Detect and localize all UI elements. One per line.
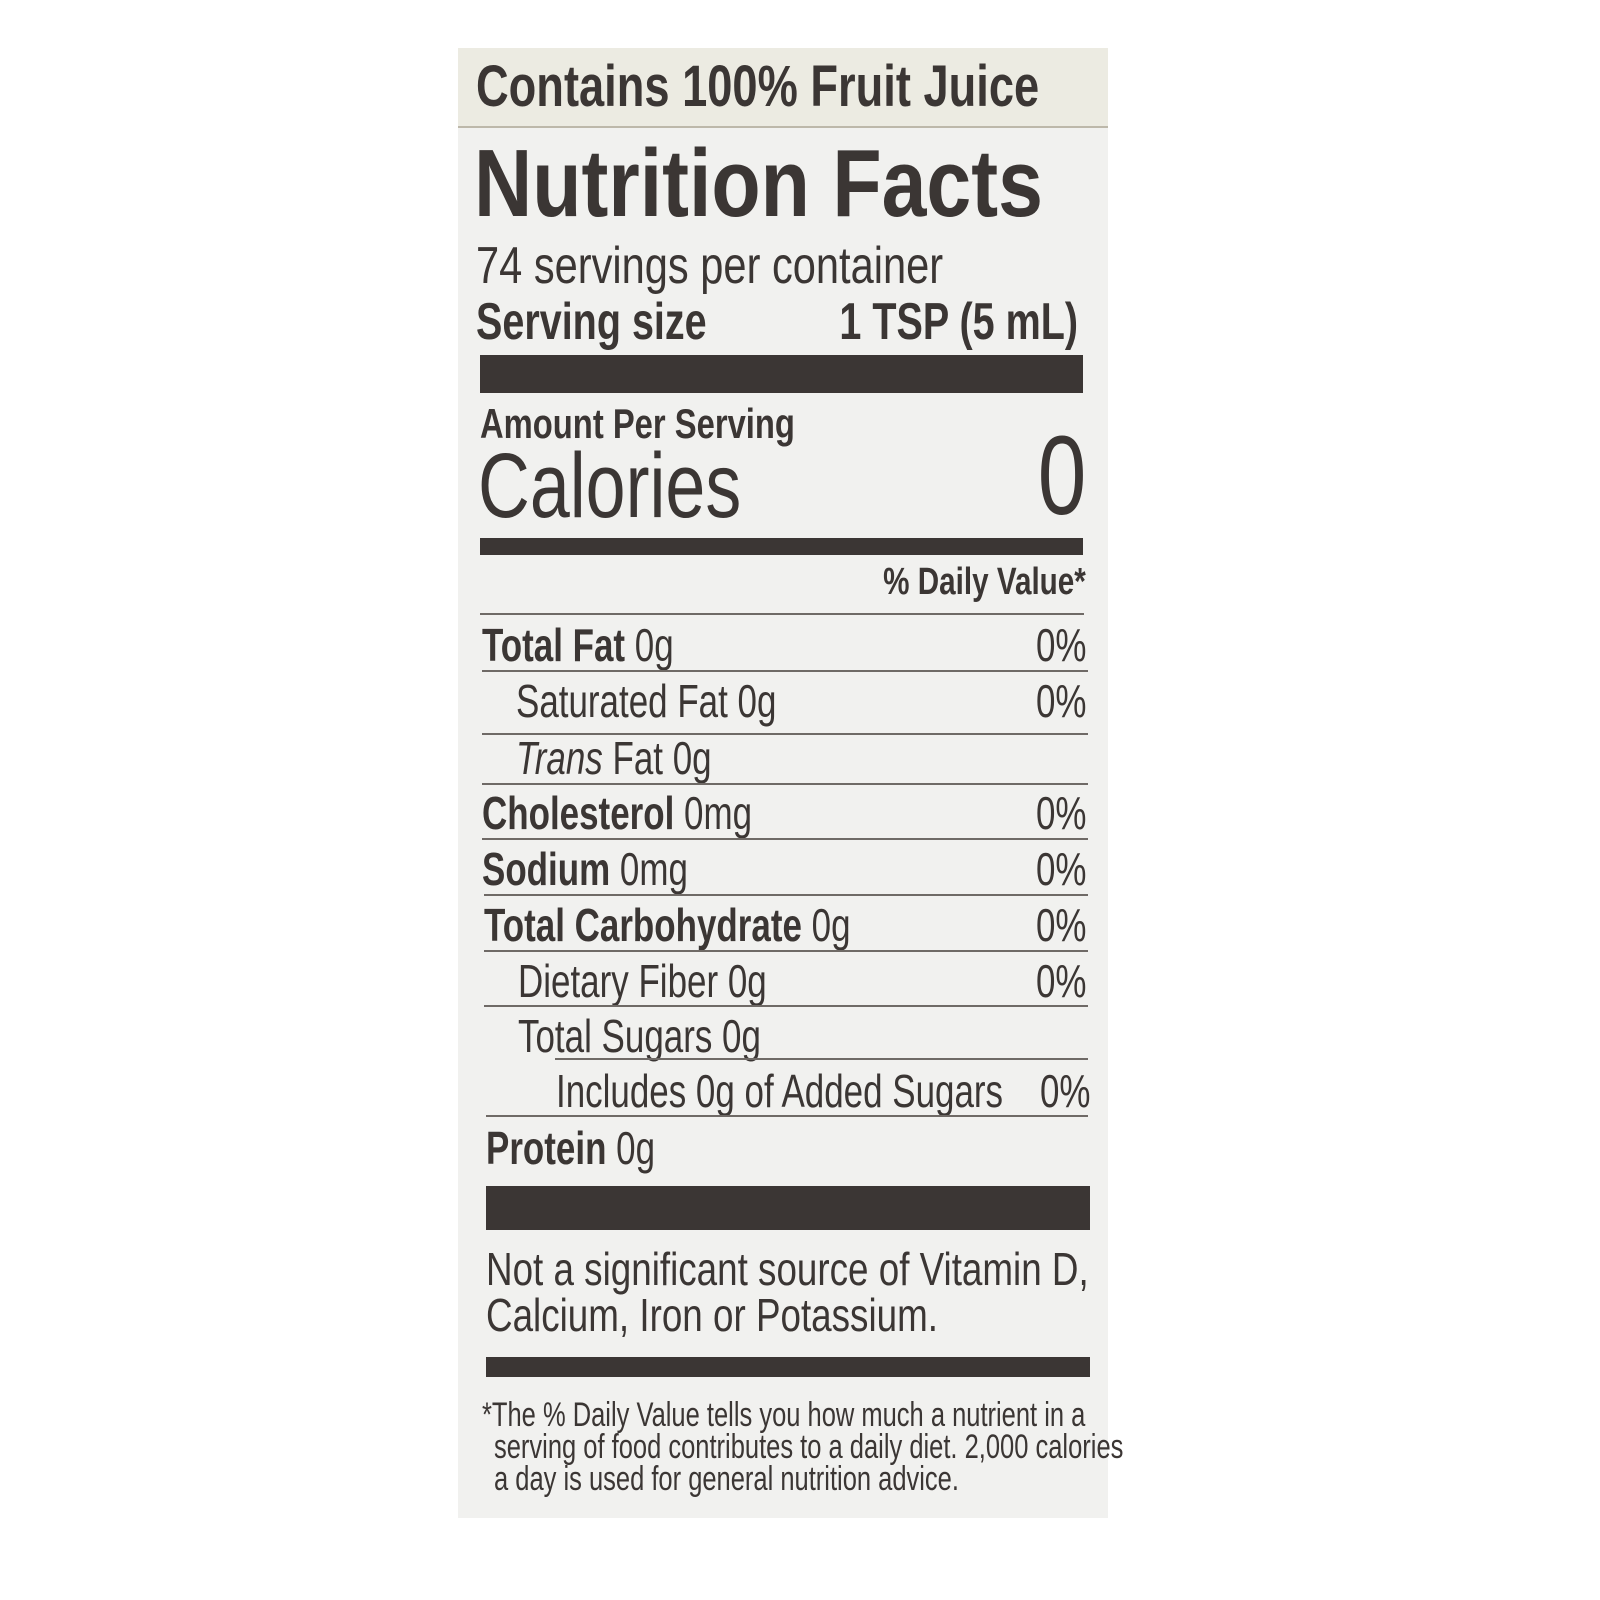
nutrient-amount: 0mg [619, 843, 688, 895]
divider [480, 613, 1084, 615]
nutrient-amount: 0g [811, 899, 851, 951]
nutrient-row: Protein 0g [486, 1125, 655, 1171]
medium-divider [480, 538, 1083, 555]
nutrient-name: Saturated Fat [516, 675, 728, 727]
amount-per-serving: Amount Per Serving [480, 400, 795, 447]
medium-divider [486, 1357, 1090, 1377]
nutrient-row: Includes 0g of Added Sugars [556, 1068, 1003, 1114]
vitamins-note-line-2: Calcium, Iron or Potassium. [486, 1289, 938, 1341]
nutrient-name: Trans [516, 732, 603, 784]
divider [486, 1115, 1088, 1117]
nutrient-daily-value: 0% [1035, 899, 1086, 951]
nutrient-row: Saturated Fat 0g [516, 678, 776, 724]
nutrient-daily-value: 0% [1035, 955, 1086, 1007]
nutrient-name: Dietary Fiber [518, 955, 719, 1007]
daily-value-header: % Daily Value* [883, 561, 1086, 603]
calories-label: Calories [478, 435, 742, 537]
calories-value: 0 [1037, 413, 1086, 538]
serving-size-value: 1 TSP (5 mL) [839, 293, 1078, 351]
nutrient-daily-value: 0% [1035, 843, 1086, 895]
thick-divider [486, 1186, 1090, 1230]
footnote-line-3: a day is used for general nutrition advi… [494, 1460, 959, 1498]
label-title: Nutrition Facts [474, 130, 1043, 237]
serving-size-label: Serving size [476, 293, 707, 351]
nutrient-name: Total Sugars [518, 1010, 713, 1062]
nutrient-daily-value: 0% [1035, 787, 1086, 839]
servings-per-container: 74 servings per container [476, 237, 944, 295]
fruit-juice-claim: Contains 100% Fruit Juice [476, 54, 1040, 119]
vitamins-note-line-1: Not a significant source of Vitamin D, [486, 1243, 1089, 1295]
nutrient-amount: 0g [672, 732, 712, 784]
nutrient-row: Sodium 0mg [482, 846, 688, 892]
divider [482, 733, 1088, 735]
divider [482, 783, 1088, 785]
nutrient-amount: 0g [737, 675, 777, 727]
nutrient-amount: 0g [616, 1122, 656, 1174]
nutrient-row: Total Sugars 0g [518, 1013, 761, 1059]
thick-divider [480, 355, 1083, 393]
nutrient-daily-value: 0% [1035, 619, 1086, 671]
nutrient-daily-value: 0% [1039, 1065, 1090, 1117]
nutrient-name: Protein [486, 1122, 607, 1174]
divider [484, 894, 1088, 896]
nutrient-row: Dietary Fiber 0g [518, 958, 767, 1004]
divider [482, 670, 1088, 672]
nutrient-name: Includes 0g of Added Sugars [556, 1065, 1004, 1117]
nutrient-row: Total Fat 0g [482, 622, 674, 668]
nutrient-amount: 0g [634, 619, 674, 671]
nutrient-amount: 0g [727, 955, 767, 1007]
nutrient-amount: 0g [722, 1010, 761, 1062]
nutrient-daily-value: 0% [1035, 675, 1086, 727]
footnote-line-1: *The % Daily Value tells you how much a … [482, 1396, 1086, 1434]
nutrient-name: Sodium [482, 843, 611, 895]
footnote-line-2: serving of food contributes to a daily d… [494, 1428, 1124, 1466]
nutrient-name: Cholesterol [482, 787, 675, 839]
nutrient-name: Total Carbohydrate [484, 899, 802, 951]
divider [482, 838, 1088, 840]
nutrient-row: Trans Fat 0g [516, 735, 712, 781]
nutrient-amount: 0mg [684, 787, 753, 839]
divider [484, 1005, 1088, 1007]
nutrient-name-suffix: Fat [612, 732, 664, 784]
nutrient-name: Total Fat [482, 619, 626, 671]
nutrient-row: Total Carbohydrate 0g [484, 902, 851, 948]
divider [484, 950, 1088, 952]
header-band [458, 48, 1108, 128]
nutrient-row: Cholesterol 0mg [482, 790, 752, 836]
divider [555, 1058, 1088, 1060]
